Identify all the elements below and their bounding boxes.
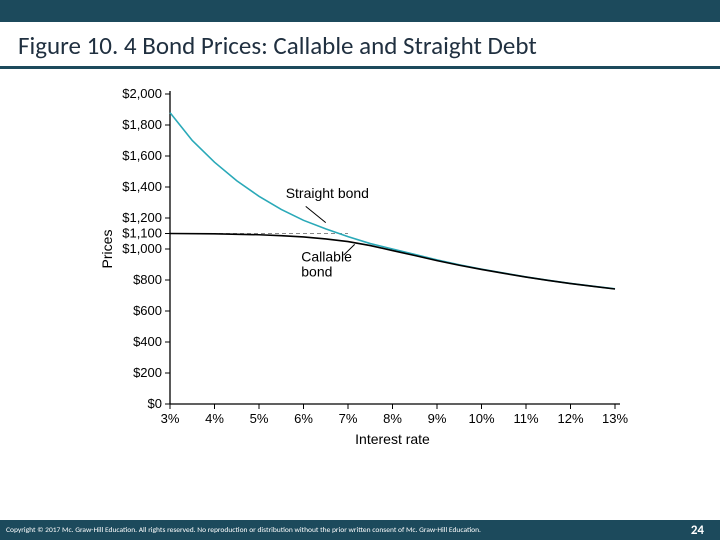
footer-bar: Copyright © 2017 Mc. Graw-Hill Education… <box>0 520 720 540</box>
xtick-label: 10% <box>468 411 494 426</box>
title-underline <box>0 66 720 69</box>
ytick-label: $800 <box>133 272 162 287</box>
ytick-label: $1,000 <box>122 241 162 256</box>
page-number: 24 <box>691 523 704 538</box>
ytick-label: $1,200 <box>122 210 162 225</box>
xtick-label: 7% <box>339 411 358 426</box>
slide-title: Figure 10. 4 Bond Prices: Callable and S… <box>18 30 702 61</box>
xtick-label: 11% <box>513 411 538 426</box>
xtick-label: 6% <box>294 411 313 426</box>
xtick-label: 4% <box>205 411 224 426</box>
label-pointer <box>306 206 326 222</box>
ytick-label: $0 <box>148 396 162 411</box>
title-area: Figure 10. 4 Bond Prices: Callable and S… <box>0 22 720 67</box>
series-line <box>170 113 615 289</box>
y-axis-label: Prices <box>99 230 115 269</box>
xtick-label: 12% <box>557 411 583 426</box>
slide: Figure 10. 4 Bond Prices: Callable and S… <box>0 0 720 540</box>
ytick-label: $600 <box>133 303 162 318</box>
ytick-label: $400 <box>133 334 162 349</box>
series-line <box>170 234 615 289</box>
xtick-label: 3% <box>161 411 180 426</box>
x-axis-label: Interest rate <box>355 431 430 447</box>
series-label: Callable <box>301 248 352 264</box>
header-bar <box>0 0 720 22</box>
ytick-label: $200 <box>133 365 162 380</box>
series-label: Straight bond <box>286 185 369 201</box>
xtick-label: 13% <box>602 411 628 426</box>
ytick-label: $1,100 <box>122 226 162 241</box>
ytick-label: $2,000 <box>122 86 162 101</box>
series-label: bond <box>301 263 332 279</box>
ytick-label: $1,800 <box>122 117 162 132</box>
ytick-label: $1,600 <box>122 148 162 163</box>
copyright-text: Copyright © 2017 Mc. Graw-Hill Education… <box>6 526 481 535</box>
chart-container: $0 $200 $400 $600 $800 $1,000$1,100$1,200 $1,4… <box>95 84 635 474</box>
xtick-label: 9% <box>428 411 447 426</box>
ytick-label: $1,400 <box>122 179 162 194</box>
bond-price-chart: $0 $200 $400 $600 $800 $1,000$1,100$1,200 $1,4… <box>95 84 635 474</box>
xtick-label: 5% <box>250 411 269 426</box>
xtick-label: 8% <box>383 411 402 426</box>
